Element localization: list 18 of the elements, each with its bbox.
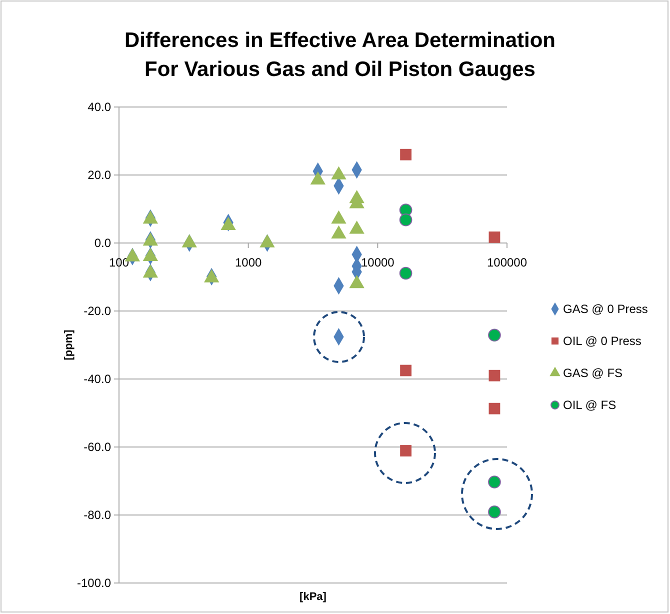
x-axis-title: [kPa] (300, 591, 327, 603)
y-axis-title: [ppm] (63, 329, 75, 360)
chart-title: Differences in Effective Area Determination For Various Gas and Oil Piston Gauges (124, 29, 556, 81)
y-tick-label: -80.0 (84, 508, 112, 522)
legend-label: OIL @ 0 Press (563, 334, 642, 348)
y-tick-label: -100.0 (76, 576, 112, 590)
y-tick-label: -40.0 (84, 372, 112, 386)
y-tick-label: 20.0 (88, 168, 112, 182)
x-tick-label: 100000 (486, 256, 528, 270)
y-tick-label: 0.0 (94, 236, 112, 250)
x-tick-label: 10000 (360, 256, 395, 270)
y-tick-label: -20.0 (84, 304, 112, 318)
legend-label: GAS @ FS (563, 366, 623, 380)
legend-label: OIL @ FS (563, 398, 616, 412)
y-tick-label: -60.0 (84, 440, 112, 454)
x-tick-label: 1000 (234, 256, 262, 270)
legend-label: GAS @ 0 Press (563, 302, 648, 316)
y-tick-label: 40.0 (88, 100, 112, 114)
